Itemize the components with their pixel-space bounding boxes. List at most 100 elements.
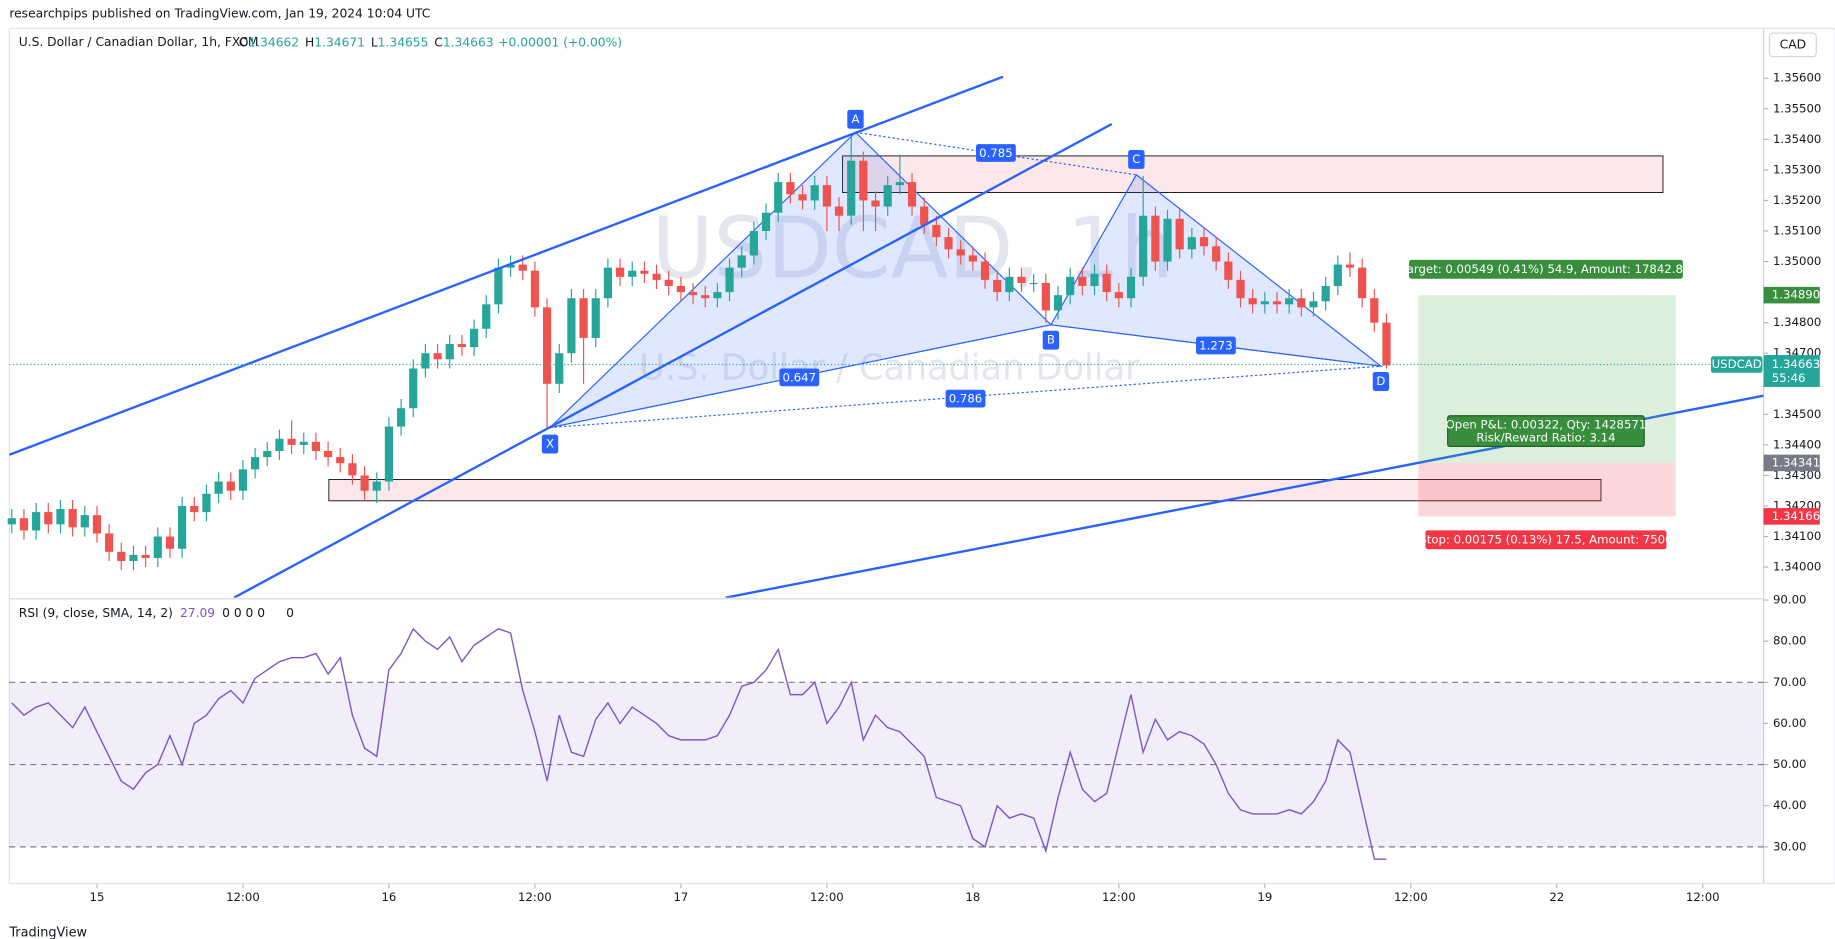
candle-body [761,212,771,231]
ohlc-value: 1.34662 [248,35,299,49]
symbol-tag-text: USDCAD [1712,357,1762,371]
rsi-legend: RSI (9, close, SMA, 14, 2) 27.09 0 0 0 0 0 [19,605,294,619]
candle-body [579,298,588,338]
candle-body [105,533,114,552]
candle-body [360,475,369,491]
currency-box [1768,32,1817,58]
candle-body [640,270,649,274]
y-tick-label: 1.35300 [1773,162,1821,176]
candle-body [178,505,187,549]
candle-body [1321,285,1330,302]
ohlc-key: H [305,35,314,49]
y-tick-label: 1.34000 [1773,560,1821,574]
change: +0.00001 (+0.00%) [498,35,622,49]
candle-body [920,206,929,225]
x-tick-label: 22 [1549,890,1564,904]
candle-body [1260,301,1269,305]
target-box [1409,259,1683,279]
candle-body [1272,301,1282,305]
candle-body [372,481,381,491]
candle-body [1187,237,1196,250]
watermark-sub: U.S. Dollar / Canadian Dollar [639,348,1140,389]
ratio-box [945,389,986,408]
candle-body [80,515,89,528]
x-tick-label: 15 [90,890,105,904]
price-tag [1763,286,1820,304]
symbol-tag [1710,356,1763,373]
candle-body [1005,276,1014,293]
candle-body [895,182,904,186]
candle-body [409,368,418,409]
candle-body [676,285,685,293]
candle-body [1139,215,1148,277]
candle-body [542,307,552,384]
candle-body [859,160,868,201]
candle-body [263,450,272,458]
candle-body [664,279,673,286]
rsi-title: RSI (9, close, SMA, 14, 2) [19,605,173,619]
candle-body [129,554,138,561]
ohlc-legend: O1.34662 H1.34671 L1.34655 C1.34663 +0.00001… [239,35,622,49]
candle-body [1163,218,1172,262]
last-price-tag [1763,355,1820,387]
candle-body [883,185,892,207]
candle-body [567,298,576,354]
ohlc-key: L [371,35,378,49]
candle-body [993,279,1002,293]
y-tick-label: 1.35000 [1773,254,1821,268]
candle-body [1297,298,1306,308]
symbol-line: U.S. Dollar / Canadian Dollar, 1h, FXCM [19,35,259,49]
ratio-label: 0.647 [783,370,816,384]
candle-body [323,450,333,458]
candle-body [980,261,990,280]
candle-body [1151,215,1160,262]
candle-body [1066,276,1075,296]
candle-body [482,304,491,329]
y-tick-label: 1.34500 [1773,407,1821,421]
candle-body [1114,292,1123,299]
candle-body [1102,273,1111,293]
candle-body [299,441,308,445]
pattern-point: D [1376,374,1385,388]
x-tick-label: 17 [673,890,688,904]
x-tick-label: 12:00 [1394,890,1428,904]
last-price-label: 1.34663 [1772,357,1820,371]
candle-body [506,264,515,268]
candle-body [238,469,248,491]
candle-body [652,273,661,280]
x-tick-label: 12:00 [226,890,260,904]
candle-body [871,200,880,207]
candle-body [214,481,223,494]
ratio-line [1050,324,1382,367]
y-tick-label: 60.00 [1773,716,1806,730]
candle-body [1017,276,1026,283]
candle-body [68,509,77,528]
ratio-label: 0.785 [979,146,1012,160]
x-tick-label: 12:00 [518,890,552,904]
pnl-box [1447,415,1645,448]
price-tag-label: 1.34341 [1772,455,1820,469]
y-tick-label: 1.35600 [1773,71,1821,85]
candle-body [1382,322,1391,366]
candle-body [1199,237,1209,247]
y-tick-label: 50.00 [1773,757,1806,771]
footer: TradingView [8,926,87,939]
candle-body [1175,218,1184,250]
y-tick-label: 1.34300 [1773,468,1821,482]
candle-body [1224,261,1233,280]
candle-body [1126,276,1136,299]
rsi-background [9,682,1764,847]
target-label: Target: 0.00549 (0.41%) 54.9, Amount: 17… [1401,262,1691,276]
pattern-point-box [541,434,559,454]
candle-body [141,554,150,558]
ratio-line [549,365,1381,429]
y-tick-label: 1.34400 [1773,437,1821,451]
candle-body [701,295,710,299]
candle-body [907,182,917,207]
candle-body [1333,264,1342,286]
candle-body [932,224,941,238]
pattern-point: C [1132,152,1140,166]
candle-body [311,441,321,451]
y-tick-label: 90.00 [1773,592,1806,606]
